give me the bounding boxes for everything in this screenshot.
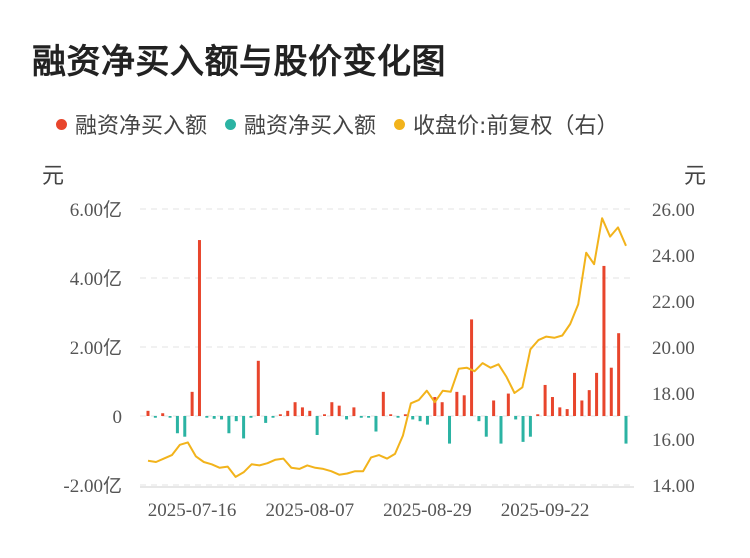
legend-label-negative: 融资净买入额 [244,114,377,139]
bar-positive [617,333,621,416]
bar-positive [389,414,393,416]
bar-negative [477,416,481,422]
bar-positive [550,397,554,416]
bar-positive [602,265,606,416]
right-tick-label: 22.00 [652,292,695,313]
bar-positive [197,240,201,416]
bar-negative [418,416,422,422]
bar-positive [470,319,474,416]
bar-positive [286,410,290,416]
bar-negative [212,416,216,419]
legend-label-price: 收盘价:前复权（右） [413,114,619,139]
right-tick-label: 24.00 [652,246,695,267]
bar-positive [337,405,341,416]
bar-positive [146,410,150,416]
bar-negative [448,416,452,444]
bar-negative [175,416,179,434]
right-tick-label: 26.00 [652,200,695,221]
bar-negative [183,416,187,437]
bar-positive [352,407,356,416]
bar-negative [227,416,231,434]
bar-positive [492,400,496,416]
bar-negative [367,416,371,418]
bar-positive [161,413,165,416]
right-tick-label: 18.00 [652,384,695,405]
bar-negative [220,416,224,420]
left-tick-label: 0 [113,407,123,428]
bar-negative [411,416,415,420]
bar-positive [609,367,613,416]
bar-positive [278,414,282,416]
bar-negative [396,416,400,418]
bar-positive [403,414,407,416]
bar-positive [565,409,569,416]
legend-item-price[interactable]: 收盘价:前复权（右） [394,108,618,140]
bar-negative [271,416,275,418]
bar-positive [462,395,466,416]
x-tick-label: 2025-07-16 [148,500,237,521]
legend-dot-price-icon [394,118,406,130]
x-tick-label: 2025-08-07 [265,500,354,521]
left-tick-label: -2.00亿 [63,475,122,497]
price-line [147,217,627,478]
bar-negative [499,416,503,444]
bar-positive [573,372,577,416]
bar-negative [153,416,157,418]
bar-positive [293,402,297,416]
left-tick-label: 4.00亿 [70,268,122,290]
bar-positive [580,400,584,416]
bar-positive [330,402,334,416]
bar-negative [234,416,238,422]
bar-negative [514,416,518,420]
x-tick-label: 2025-09-22 [501,500,590,521]
right-axis-unit: 元 [684,164,707,189]
bar-negative [624,416,628,444]
bar-positive [506,393,510,416]
right-tick-label: 16.00 [652,430,695,451]
legend: 融资净买入额 融资净买入额 收盘价:前复权（右） [56,108,636,140]
left-tick-label: 6.00亿 [70,199,122,221]
right-tick-label: 20.00 [652,338,695,359]
legend-item-negative[interactable]: 融资净买入额 [225,108,376,140]
left-tick-label: 2.00亿 [70,337,122,359]
left-axis-unit: 元 [42,164,65,189]
bar-negative [205,416,209,418]
chart-title: 融资净买入额与股价变化图 [32,42,446,82]
bar-positive [558,407,562,416]
legend-item-positive[interactable]: 融资净买入额 [56,108,207,140]
bar-positive [595,372,599,416]
bar-negative [359,416,363,418]
right-tick-label: 14.00 [652,476,695,497]
legend-dot-positive-icon [56,118,67,130]
bar-negative [484,416,488,437]
bar-positive [381,391,385,416]
legend-dot-negative-icon [225,118,237,130]
bar-positive [587,390,591,416]
bar-negative [521,416,525,442]
bar-positive [543,384,547,416]
bar-positive [433,397,437,416]
bar-positive [536,414,540,416]
bar-negative [315,416,319,435]
bar-positive [440,402,444,416]
bar-positive [455,391,459,416]
bar-positive [300,407,304,416]
legend-label-positive: 融资净买入额 [75,114,208,139]
bar-negative [242,416,246,439]
bar-negative [374,416,378,432]
bar-negative [345,416,349,420]
bar-positive [308,410,312,416]
bar-negative [528,416,532,437]
bar-positive [190,391,194,416]
bar-positive [322,414,326,416]
bar-positive [256,360,260,416]
x-tick-label: 2025-08-29 [383,500,472,521]
bar-negative [264,416,268,423]
bar-negative [249,416,253,418]
bar-negative [425,416,429,425]
bar-negative [168,416,172,418]
